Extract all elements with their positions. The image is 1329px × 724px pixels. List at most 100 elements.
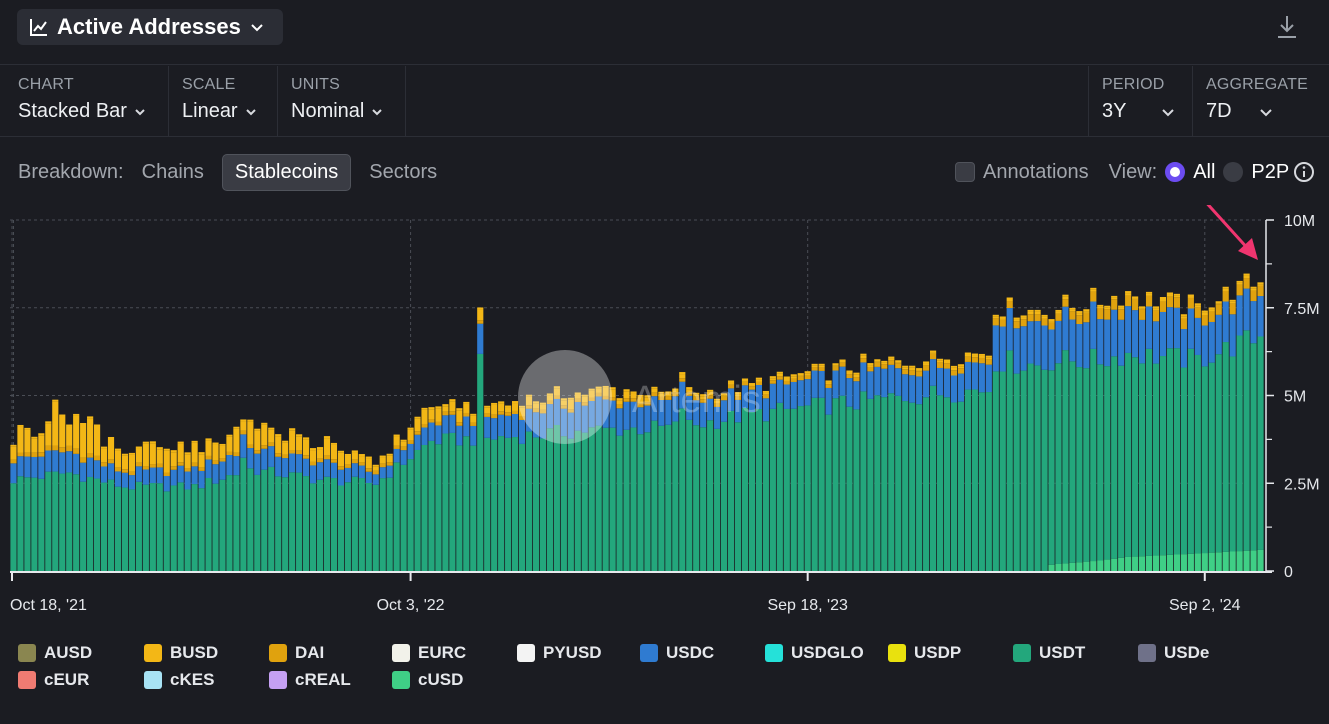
legend-item-ausd[interactable]: AUSD [18,643,92,663]
legend-item-ceur[interactable]: cEUR [18,670,89,690]
bar-segment-busd [330,444,338,460]
chart-title-dropdown[interactable]: Active Addresses [17,9,283,45]
bar-segment-usdt [351,476,358,571]
bar-segment-cusd [1215,552,1222,571]
bar-segment-busd [66,424,73,427]
bar-segment-usdc [365,471,372,484]
legend-item-dai[interactable]: DAI [269,643,324,663]
bar-segment-busd [818,365,825,368]
bar-segment-cusd [1250,550,1257,571]
bar-segment-usdt [128,489,135,571]
breakdown-tabs: Breakdown: Chains Stablecoins Sectors [18,153,449,191]
bar-segment-usdc [435,425,442,445]
bar-segment-busd [1020,315,1027,318]
bar-segment-usdt [888,393,895,571]
bar-segment-usdt [233,475,240,571]
bar-segment-usdt [177,482,184,571]
bar-segment-usdc [651,396,658,421]
breakdown-label: Breakdown: [18,160,124,183]
bar-segment-busd [923,363,930,366]
stacked-bar-chart: 0 2.5M 5M 7.5M 10M Oct 18, '21 Oct 3, '22 Sep 1… [10,205,1320,614]
bar-segment-usdt [672,421,679,571]
bar-segment-busd [149,441,156,444]
period-select[interactable]: PERIOD 3Y [1084,66,1192,136]
bar-segment-usdt [1194,354,1201,554]
bar-segment-busd [163,450,170,473]
tab-chains[interactable]: Chains [141,160,204,183]
bar-segment-busd [727,380,735,383]
bar-segment-dai [602,395,609,400]
bar-segment-busd [595,388,602,393]
bar-segment-usdt [268,466,275,571]
info-icon[interactable] [1293,161,1315,183]
bar-segment-busd [881,360,888,363]
bar-segment-usdc [205,459,212,478]
legend-item-busd[interactable]: BUSD [144,643,218,663]
bar-segment-usdt [895,395,902,571]
bar-segment-busd [630,391,637,394]
bar-segment-busd [651,386,658,389]
legend-item-usde[interactable]: USDe [1138,643,1209,663]
bar-segment-dai [811,367,818,371]
legend-item-creal[interactable]: cREAL [269,670,351,690]
bar-segment-dai [818,367,825,371]
view-all-radio[interactable] [1165,162,1186,182]
bar-segment-usdc [978,363,985,393]
bar-segment-usdt [1027,363,1034,571]
legend-item-usdglo[interactable]: USDGLO [765,643,864,663]
bar-segment-usdc [1159,311,1167,357]
bar-segment-usdc [163,476,170,492]
bar-segment-usdt [114,486,122,571]
bar-segment-usdc [233,456,240,476]
view-p2p-radio[interactable] [1223,162,1244,182]
bar-segment-usdc [985,364,992,393]
bar-segment-busd [212,444,219,461]
bar-segment-dai [351,459,358,464]
bar-segment-usdt [289,472,296,571]
bar-segment-busd [769,376,776,379]
bar-segment-usdc [142,469,149,485]
bar-segment-busd [546,393,553,396]
line-chart-icon [30,19,47,36]
bar-segment-busd [1229,301,1236,304]
bar-segment-dai [386,462,393,466]
bar-segment-busd [902,367,909,370]
annotations-checkbox[interactable] [955,162,975,182]
bar-segment-cusd [1104,559,1111,571]
units-select[interactable]: UNITS Nominal [273,66,405,136]
legend-item-eurc[interactable]: EURC [392,643,466,663]
bar-segment-busd [240,419,247,422]
bar-segment-usdt [247,468,254,571]
bar-segment-usdc [275,456,282,477]
bar-segment-busd [309,450,317,462]
bar-segment-busd [400,441,407,447]
bar-segment-usdc [80,462,87,482]
legend-item-usdp[interactable]: USDP [888,643,961,663]
aggregate-select[interactable]: AGGREGATE 7D [1188,66,1329,136]
bar-segment-usdt [553,424,560,571]
bar-segment-usdc [135,466,142,482]
view-p2p-label[interactable]: P2P [1251,160,1290,183]
tab-stablecoins[interactable]: Stablecoins [221,153,352,191]
view-all-label[interactable]: All [1193,160,1216,183]
bar-segment-busd [309,448,317,451]
bar-segment-usdc [609,400,616,428]
bar-segment-dai [505,412,512,416]
legend-item-usdt[interactable]: USDT [1013,643,1085,663]
download-icon[interactable] [1275,14,1299,40]
bar-segment-dai [560,405,567,409]
legend-item-usdc[interactable]: USDC [640,643,714,663]
legend-item-pyusd[interactable]: PYUSD [517,643,602,663]
chart-type-select[interactable]: CHART Stacked Bar [0,66,168,136]
bar-segment-busd [532,403,540,409]
legend-item-cusd[interactable]: cUSD [392,670,463,690]
legend-item-ckes[interactable]: cKES [144,670,214,690]
bar-segment-usdt [428,440,435,571]
bar-segment-usdt [1104,366,1111,560]
bar-segment-dai [400,446,407,451]
bar-segment-dai [449,411,456,415]
scale-select[interactable]: SCALE Linear [164,66,277,136]
tab-sectors[interactable]: Sectors [369,160,438,183]
bar-segment-dai [1145,295,1153,307]
bar-segment-usdt [916,404,923,571]
